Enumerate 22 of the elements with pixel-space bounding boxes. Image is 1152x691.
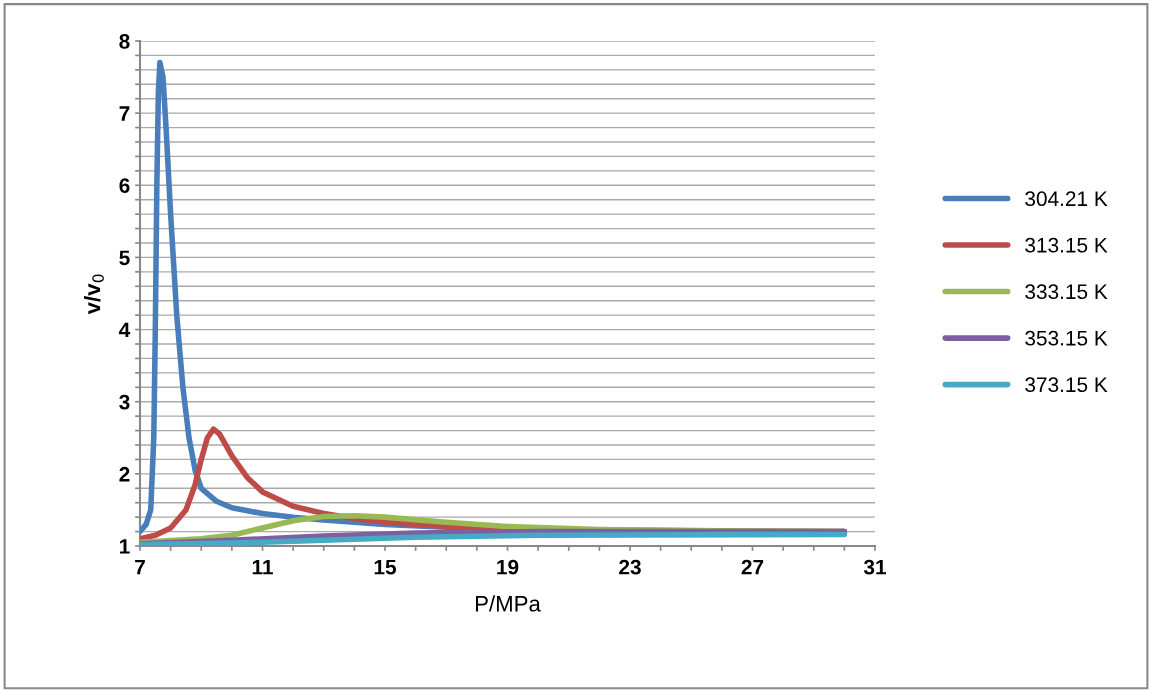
x-tick-label: 27 bbox=[741, 559, 764, 575]
y-tick-label: 1 bbox=[120, 539, 130, 554]
legend-label: 313.15 K bbox=[1025, 237, 1108, 253]
y-tick-label: 5 bbox=[119, 250, 130, 266]
y-axis-title: v/v$_{0}$ bbox=[83, 274, 104, 315]
x-tick-label: 15 bbox=[374, 559, 397, 575]
y-tick-label: 6 bbox=[119, 178, 130, 194]
legend-label: 333.15 K bbox=[1025, 284, 1108, 300]
y-tick-label: 3 bbox=[119, 394, 130, 410]
x-tick-label: 11 bbox=[252, 559, 273, 575]
legend-label: 304.21 K bbox=[1025, 191, 1108, 207]
x-axis-title: P/MPa bbox=[475, 595, 541, 612]
y-tick-label: 4 bbox=[119, 322, 131, 338]
x-tick-label: 23 bbox=[619, 559, 641, 575]
y-tick-label: 2 bbox=[119, 466, 130, 482]
legend-label: 373.15 K bbox=[1025, 377, 1108, 393]
legend-label: 353.15 K bbox=[1025, 330, 1108, 346]
y-tick-label: 8 bbox=[119, 34, 130, 49]
y-tick-label: 7 bbox=[119, 106, 130, 121]
x-tick-label: 19 bbox=[497, 559, 519, 575]
x-tick-label: 7 bbox=[135, 559, 145, 575]
x-tick-label: 31 bbox=[863, 559, 887, 575]
